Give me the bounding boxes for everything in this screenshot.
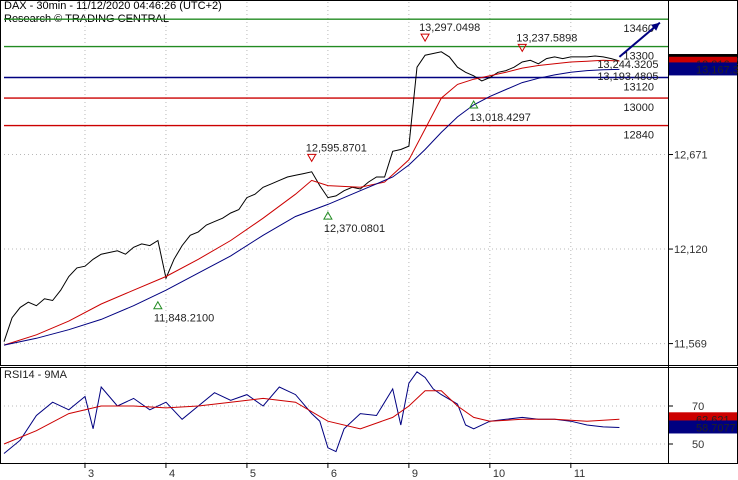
annotation-label: 13,018.4297 xyxy=(470,112,531,124)
rsi-panel-frame xyxy=(0,367,738,464)
annotation-label: 13,244.3205 xyxy=(597,59,658,71)
price-series-line-0 xyxy=(3,51,620,342)
swing-high-marker xyxy=(517,43,528,53)
price-series-line-1 xyxy=(3,59,620,346)
x-tick-label: 3 xyxy=(88,468,94,480)
rsi-series-line-0 xyxy=(3,371,620,454)
level-label: 13120 xyxy=(623,81,654,93)
annotation-label: 12,370.0801 xyxy=(324,223,385,235)
annotation-label: 11,848.2100 xyxy=(154,313,214,325)
level-label: 13000 xyxy=(623,102,654,114)
chart-title: DAX - 30min - 11/12/2020 04:46:26 (UTC+2… xyxy=(4,0,222,12)
rsi-title: RSI14 - 9MA xyxy=(4,369,68,381)
level-label: 12840 xyxy=(623,130,654,142)
swing-high-marker xyxy=(420,33,430,43)
swing-high-marker xyxy=(306,153,317,163)
rsi-tag: 58.7077 xyxy=(696,422,736,434)
x-tick-label: 11 xyxy=(574,468,585,480)
swing-low-marker xyxy=(152,300,163,310)
x-tick-label: 6 xyxy=(331,468,337,480)
price-tag: 13,167.3 xyxy=(696,64,738,76)
level-label: 13460 xyxy=(623,23,654,35)
level-label: 13300 xyxy=(623,51,654,63)
x-tick-label: 9 xyxy=(412,468,418,480)
price-series-line-2 xyxy=(3,68,620,346)
annotation-label: 12,595.8701 xyxy=(306,142,367,154)
rsi-tick-label: 70 xyxy=(692,401,704,413)
swing-low-marker xyxy=(323,211,333,220)
y-tick-label: 12,671 xyxy=(674,150,708,162)
annotation-label: 13,297.0498 xyxy=(419,22,480,34)
y-tick-label: 12,120 xyxy=(674,244,708,256)
rsi-series-line-1 xyxy=(3,390,620,445)
price-tag-bg xyxy=(669,62,737,76)
annotation-label: 13,237.5898 xyxy=(516,32,577,44)
projection-arrowhead xyxy=(651,22,660,31)
rsi-tick-label: 50 xyxy=(692,439,704,451)
x-tick-label: 4 xyxy=(169,468,175,480)
y-tick-label: 11,569 xyxy=(674,339,707,351)
swing-low-marker xyxy=(468,99,479,109)
projection-arrow xyxy=(618,21,661,58)
annotation-label: 13,193.4805 xyxy=(597,71,658,83)
x-tick-label: 10 xyxy=(493,468,505,480)
rsi-tag-bg xyxy=(669,420,737,434)
x-tick-label: 5 xyxy=(250,468,256,480)
